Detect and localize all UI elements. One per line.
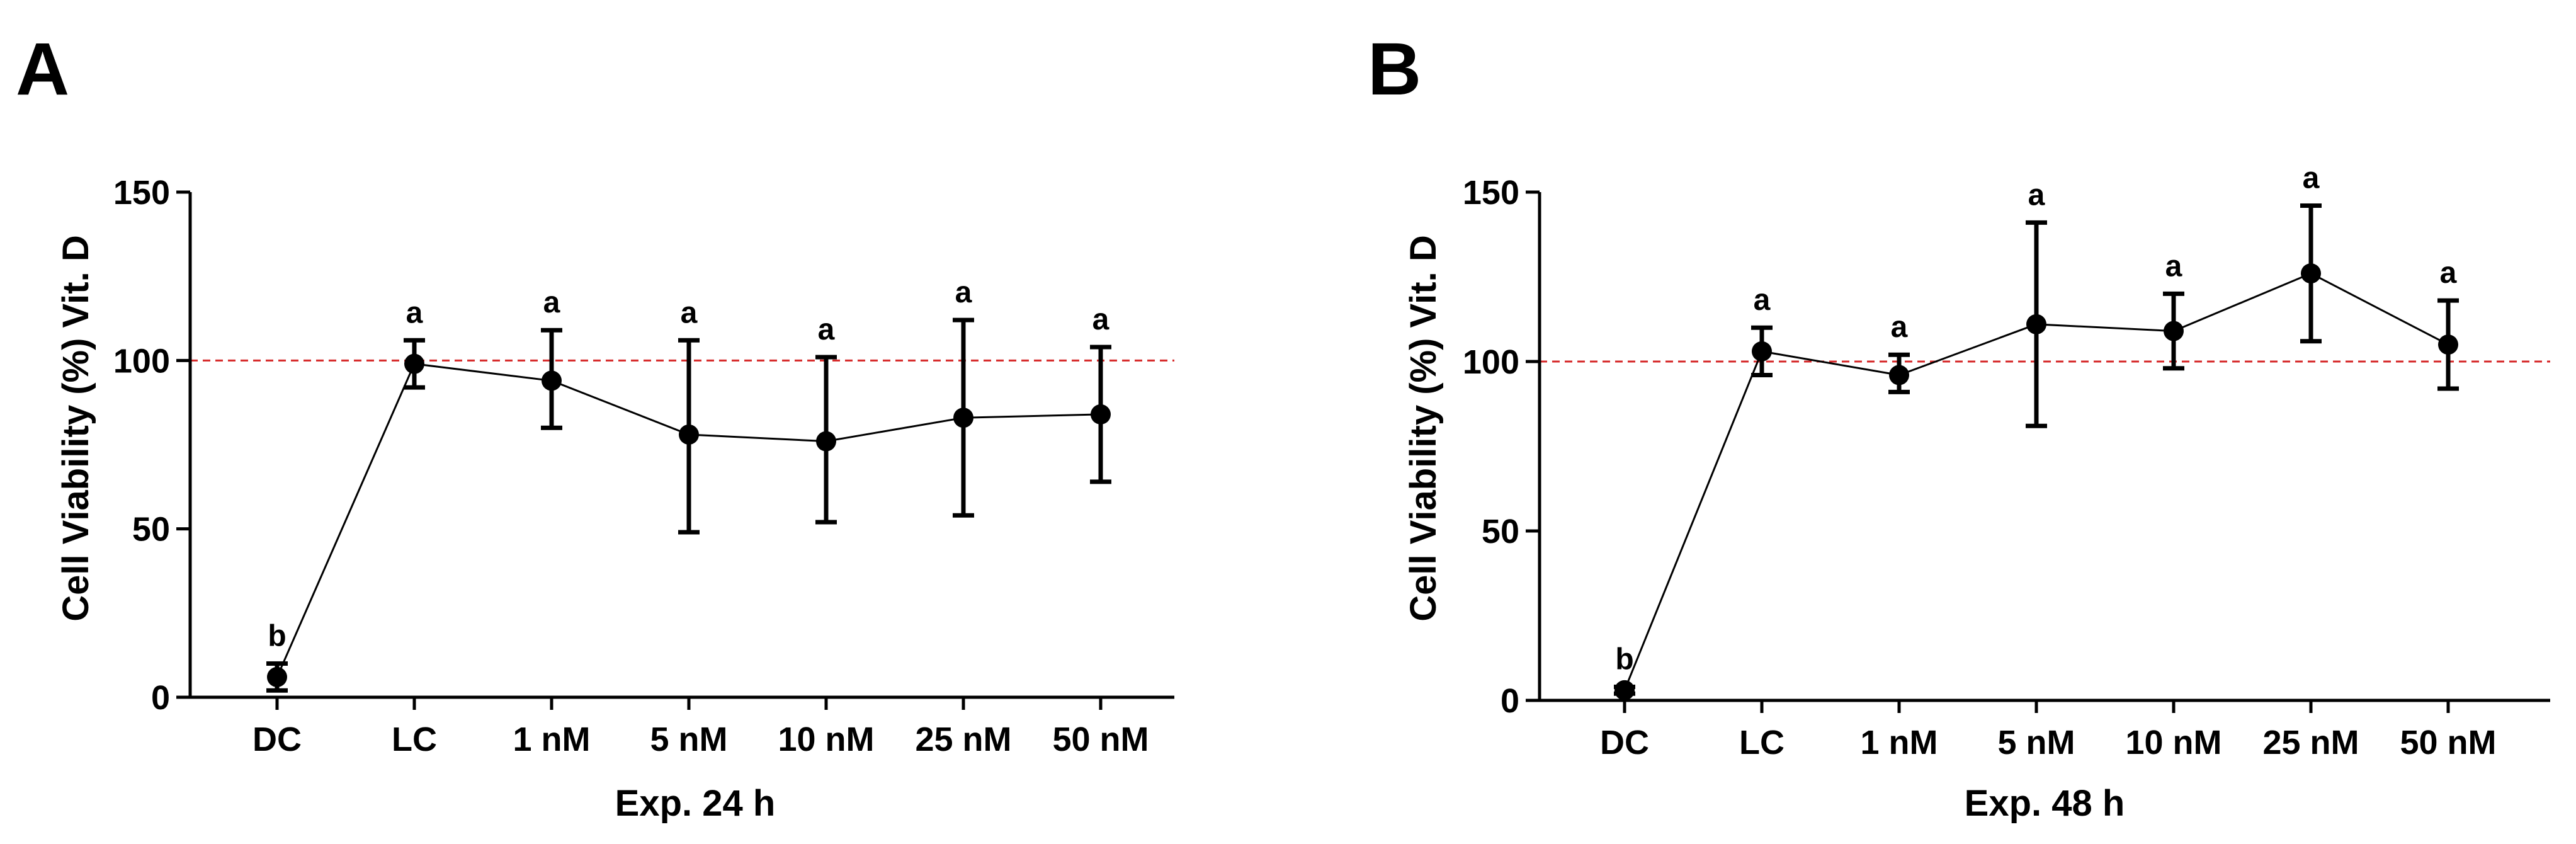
- y-tick-label: 0: [151, 679, 170, 717]
- significance-label: a: [681, 296, 698, 329]
- data-point: [953, 408, 973, 428]
- data-point: [542, 370, 562, 391]
- y-tick-label: 150: [113, 174, 170, 212]
- x-tick-label: 1 nM: [1860, 724, 1938, 761]
- x-tick-label: LC: [392, 721, 437, 758]
- panel-b: B 0 50 100 150 DC LC 1 nM 5 nM 10 nM 25 nM 50 nM Exp…: [1368, 28, 2550, 824]
- significance-label: a: [406, 296, 423, 329]
- x-tick-label: 10 nM: [778, 721, 874, 758]
- y-tick-label: 100: [113, 342, 170, 380]
- y-tick-label: 150: [1463, 174, 1519, 212]
- y-axis-title: Cell Viability (%) Vit. D: [1403, 235, 1444, 621]
- data-point: [267, 666, 287, 687]
- x-tick-label: 5 nM: [1997, 724, 2075, 761]
- data-point: [816, 431, 836, 452]
- data-point: [679, 424, 699, 445]
- x-tick-label: DC: [1600, 724, 1649, 761]
- data-point: [1889, 365, 1909, 385]
- y-axis-title: Cell Viability (%) Vit. D: [55, 235, 96, 621]
- x-tick-label: 1 nM: [513, 721, 590, 758]
- significance-label: b: [1615, 642, 1633, 676]
- y-tick-label: 50: [132, 511, 170, 549]
- significance-label: a: [955, 276, 972, 309]
- x-tick-label: 50 nM: [1052, 721, 1149, 758]
- y-tick-label: 100: [1463, 343, 1519, 381]
- significance-label: a: [1754, 283, 1771, 317]
- significance-label: a: [2028, 178, 2045, 212]
- significance-label: a: [1092, 303, 1109, 336]
- panel-a: A 0 50 100 150 DC LC 1 nM 5 nM 10 nM 25 nM 50 nM Exp…: [16, 28, 1174, 824]
- y-tick-label: 50: [1482, 513, 1519, 550]
- y-tick-label: 0: [1501, 682, 1519, 720]
- data-point: [2301, 263, 2321, 284]
- x-tick-label: 5 nM: [650, 721, 727, 758]
- x-tick-label: DC: [252, 721, 302, 758]
- significance-label: a: [1891, 311, 1908, 344]
- data-point: [1614, 680, 1635, 700]
- x-axis-title: Exp. 24 h: [615, 783, 776, 824]
- significance-label: a: [2440, 256, 2457, 290]
- data-point: [2026, 314, 2046, 334]
- panel-letter: B: [1368, 28, 1421, 111]
- data-point: [2438, 334, 2458, 355]
- x-tick-label: LC: [1739, 724, 1784, 761]
- significance-label: a: [2303, 162, 2320, 195]
- x-axis-title: Exp. 48 h: [1965, 783, 2125, 824]
- x-tick-label: 50 nM: [2400, 724, 2496, 761]
- panel-letter: A: [16, 28, 69, 111]
- significance-label: a: [818, 313, 835, 346]
- data-point: [2164, 321, 2184, 341]
- x-tick-label: 25 nM: [915, 721, 1011, 758]
- data-point: [404, 353, 424, 374]
- x-tick-label: 25 nM: [2262, 724, 2359, 761]
- data-point: [1091, 404, 1111, 425]
- significance-label: a: [543, 286, 560, 319]
- significance-label: b: [268, 620, 286, 653]
- x-tick-label: 10 nM: [2125, 724, 2221, 761]
- data-point: [1752, 341, 1772, 362]
- significance-label: a: [2165, 249, 2182, 283]
